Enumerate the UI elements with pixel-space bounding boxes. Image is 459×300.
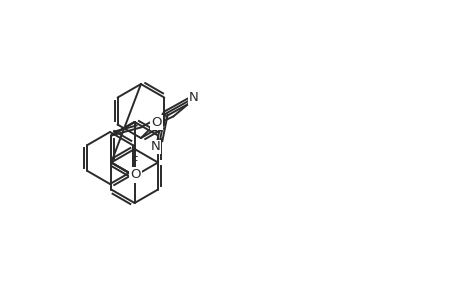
Text: O: O bbox=[151, 116, 161, 129]
Text: N: N bbox=[188, 91, 198, 104]
Text: F: F bbox=[130, 155, 138, 168]
Text: N: N bbox=[151, 140, 160, 153]
Text: O: O bbox=[130, 169, 140, 182]
